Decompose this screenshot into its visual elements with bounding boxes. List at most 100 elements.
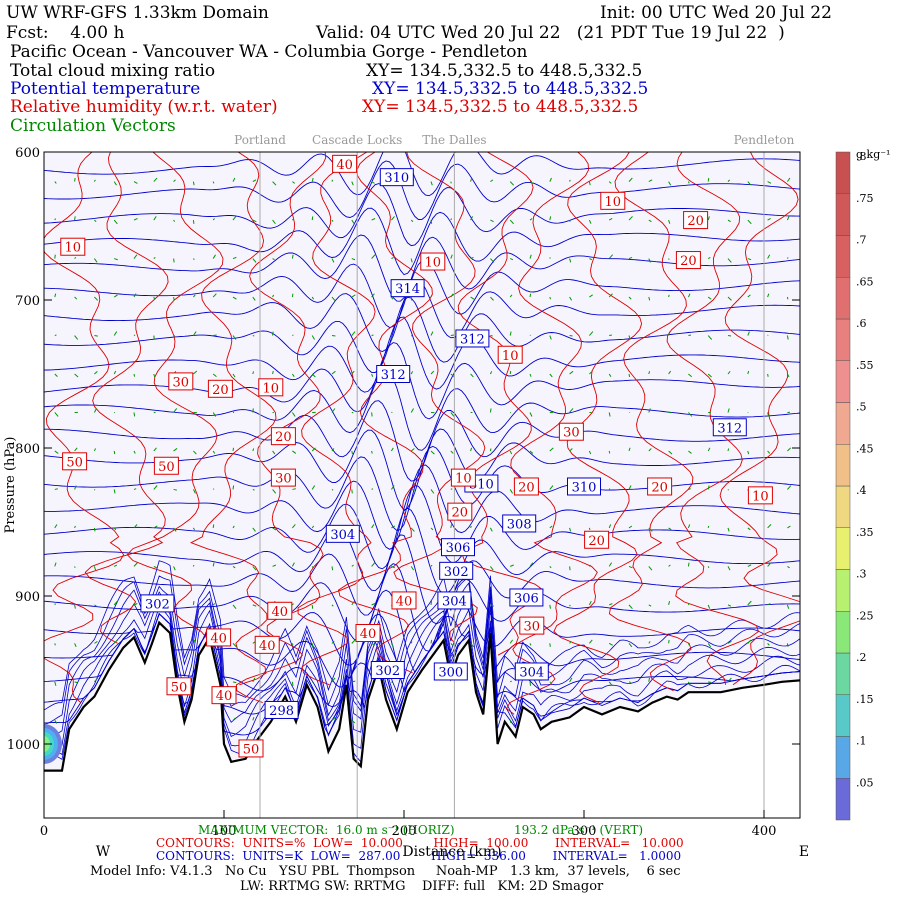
rh-label: 10 bbox=[258, 378, 284, 397]
circulation-vector bbox=[272, 489, 277, 494]
max-vector-vert: 193.2 dPa s⁻¹ (VERT) bbox=[514, 823, 644, 837]
circulation-vector bbox=[668, 450, 673, 455]
circulation-vector bbox=[509, 219, 514, 225]
rh-label-box bbox=[600, 191, 626, 210]
circulation-vector bbox=[133, 293, 137, 298]
circulation-vector bbox=[74, 604, 76, 609]
circulation-vector bbox=[371, 293, 375, 298]
field-theta-xy: XY= 134.5,332.5 to 448.5,332.5 bbox=[372, 79, 649, 99]
circulation-vector bbox=[252, 566, 257, 571]
circulation-vector bbox=[252, 258, 257, 263]
circulation-vector bbox=[549, 604, 551, 609]
rh-label-box bbox=[391, 591, 417, 610]
circulation-vector bbox=[410, 258, 413, 263]
circulation-vector bbox=[608, 254, 614, 259]
circulation-vector bbox=[786, 177, 791, 182]
circulation-vector bbox=[688, 412, 693, 417]
circulation-vector bbox=[153, 525, 158, 529]
circulation-vector bbox=[589, 294, 593, 298]
circulation-vector bbox=[727, 370, 731, 375]
location-label: Pendleton bbox=[734, 133, 795, 147]
circulation-vector bbox=[252, 296, 256, 301]
rh-label-box bbox=[207, 379, 233, 398]
circulation-vector bbox=[707, 604, 711, 609]
x-tick-label: 300 bbox=[572, 824, 597, 839]
circulation-vector bbox=[628, 643, 633, 648]
rh-label-box bbox=[270, 468, 296, 487]
circulation-vector bbox=[331, 219, 334, 222]
theta-label: 310 bbox=[567, 477, 601, 496]
rh-label: 40 bbox=[254, 635, 280, 654]
circulation-vector bbox=[272, 331, 274, 336]
rh-contour-info: CONTOURS: UNITS=% LOW= 10.000 HIGH= 100.… bbox=[156, 836, 684, 850]
circulation-vector bbox=[113, 450, 116, 455]
circulation-vector bbox=[371, 488, 374, 490]
circulation-vector bbox=[430, 527, 434, 531]
rh-label-text: 40 bbox=[360, 627, 377, 642]
circulation-vector bbox=[589, 370, 593, 375]
circulation-vector bbox=[351, 331, 356, 336]
circulation-vector bbox=[133, 181, 138, 184]
circulation-vector bbox=[470, 373, 474, 378]
circulation-vector bbox=[391, 216, 395, 221]
circulation-vector bbox=[252, 335, 255, 337]
circulation-vector bbox=[232, 296, 237, 300]
rh-label: 50 bbox=[153, 456, 179, 475]
circulation-vector bbox=[588, 181, 591, 186]
circulation-vector bbox=[668, 564, 671, 567]
circulation-vector bbox=[608, 373, 612, 377]
circulation-vector bbox=[331, 716, 336, 721]
x-tick-label: 100 bbox=[212, 824, 237, 839]
circulation-vector bbox=[291, 681, 294, 686]
circulation-vector bbox=[747, 219, 752, 225]
colorbar-segment bbox=[835, 778, 851, 821]
circulation-vector bbox=[786, 257, 789, 259]
rh-label-box bbox=[62, 452, 88, 471]
circulation-vector bbox=[232, 604, 237, 609]
circulation-vector bbox=[94, 604, 97, 607]
field-cloud-xy: XY= 134.5,332.5 to 448.5,332.5 bbox=[366, 61, 643, 81]
rh-label-text: 40 bbox=[216, 689, 233, 704]
circulation-vector bbox=[490, 296, 494, 301]
location-label: The Dalles bbox=[422, 133, 486, 147]
theta-contour-info: CONTOURS: UNITS=K LOW= 287.00 HIGH= 336.… bbox=[156, 849, 682, 863]
colorbar-tick-label: .8 bbox=[856, 150, 867, 163]
circulation-vector bbox=[212, 293, 217, 298]
theta-label-text: 302 bbox=[375, 664, 400, 679]
circulation-vector bbox=[74, 177, 76, 182]
circulation-vector bbox=[687, 643, 690, 646]
theta-label-text: 304 bbox=[519, 665, 544, 680]
circulation-vector bbox=[331, 448, 335, 452]
circulation-vector bbox=[54, 681, 57, 686]
circulation-vector bbox=[668, 527, 672, 531]
circulation-vector bbox=[212, 603, 216, 606]
rh-label-box bbox=[206, 628, 232, 647]
circulation-vector bbox=[133, 334, 136, 336]
circulation-vector bbox=[509, 450, 513, 455]
circulation-vector bbox=[94, 296, 99, 301]
x-tick-label: 400 bbox=[752, 824, 777, 839]
circulation-vector bbox=[708, 681, 712, 684]
circulation-vector bbox=[311, 257, 314, 259]
circulation-vector bbox=[74, 447, 78, 452]
circulation-vector bbox=[608, 562, 613, 567]
circulation-vector bbox=[786, 296, 789, 300]
circulation-vector bbox=[588, 219, 592, 224]
circulation-vector bbox=[153, 216, 157, 221]
circulation-vector bbox=[291, 254, 294, 259]
rh-contour bbox=[666, 152, 760, 685]
circulation-vector bbox=[351, 600, 355, 606]
circulation-vector bbox=[529, 643, 532, 646]
circulation-vector bbox=[173, 258, 175, 263]
circulation-vector bbox=[767, 603, 771, 606]
theta-contour bbox=[44, 485, 800, 570]
circulation-vector bbox=[648, 296, 651, 301]
circulation-vector bbox=[232, 525, 235, 529]
circulation-vector bbox=[54, 334, 57, 336]
circulation-vector bbox=[767, 412, 770, 417]
model-info: Model Info: V4.1.3 No Cu YSU PBL Thompso… bbox=[90, 864, 681, 879]
theta-label-box bbox=[370, 661, 405, 679]
circulation-vector bbox=[192, 564, 195, 567]
circulation-vector bbox=[668, 219, 671, 224]
x-axis-label: Distance (km) bbox=[402, 844, 501, 860]
